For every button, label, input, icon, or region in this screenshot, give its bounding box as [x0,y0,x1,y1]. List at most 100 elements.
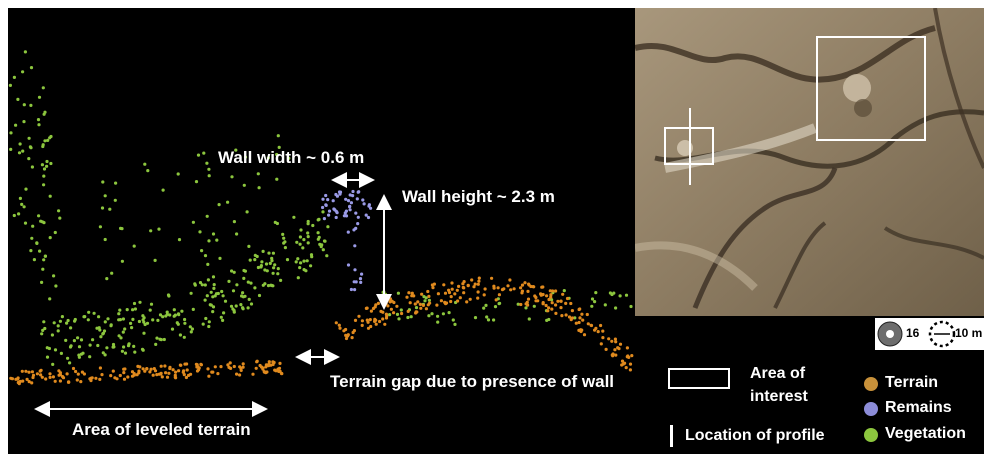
point [428,301,432,305]
point [211,295,215,299]
point [48,236,52,240]
point [306,231,310,235]
point [42,320,46,324]
area-of-interest-box-large [816,36,926,141]
point [581,318,585,322]
point [621,362,625,366]
point [366,326,371,330]
point [601,329,605,333]
point [496,286,500,290]
point [196,365,200,369]
point [48,297,52,301]
point [143,322,147,327]
point [173,373,177,377]
point [227,279,231,283]
point [272,266,276,270]
point [153,258,157,262]
point [164,371,168,375]
point [262,370,266,374]
point [41,143,45,147]
point [22,120,26,124]
point [235,283,239,287]
point [142,320,146,324]
point [256,172,260,176]
point [212,283,216,287]
point [444,302,448,306]
point [512,287,516,291]
point [119,336,123,340]
point [397,317,401,321]
point [614,340,618,344]
point [165,312,169,316]
point [132,344,136,348]
point [123,327,127,331]
point [205,161,209,165]
point [427,294,431,298]
point [241,362,245,366]
point [206,367,210,371]
point [200,249,204,253]
point [556,299,560,303]
point [203,298,207,302]
point [42,174,46,178]
point [364,213,368,217]
point [210,370,214,374]
point [148,370,152,374]
point [353,288,357,292]
point [199,363,203,367]
point [526,303,530,307]
point [449,299,453,304]
point [266,284,271,288]
point [430,312,434,316]
point [577,307,581,312]
point [12,75,16,79]
point [357,190,361,194]
point [14,123,18,127]
vegetation-legend-label: Vegetation [885,425,966,442]
point [172,314,176,318]
point [299,228,303,232]
point [405,295,409,299]
point [554,303,558,307]
point [353,244,357,248]
point [613,348,617,352]
point [100,373,104,377]
point [42,112,46,116]
point [57,209,61,213]
point [246,280,250,284]
point [331,199,335,203]
point [354,280,358,284]
point [30,381,34,385]
point [299,261,303,265]
point [161,315,165,319]
point [302,268,306,272]
point [101,351,105,355]
point [545,318,549,322]
point [79,380,83,384]
point [133,350,137,354]
point [80,370,84,374]
point [127,342,131,346]
point [321,248,325,252]
point [89,379,93,383]
remains-legend-dot [864,402,878,416]
point [135,373,139,377]
point [466,283,470,287]
point [58,319,63,323]
point [185,368,189,372]
point [216,372,220,376]
point [306,222,310,226]
point [29,249,33,253]
point [593,328,597,332]
wall-width-label: Wall width ~ 0.6 m [218,148,365,167]
point [559,306,563,310]
point [20,369,24,373]
point [54,284,58,288]
point [520,291,524,295]
point [241,307,245,311]
point [353,268,357,272]
point [549,295,553,299]
point [264,363,268,367]
point [112,345,116,349]
point [222,311,226,315]
